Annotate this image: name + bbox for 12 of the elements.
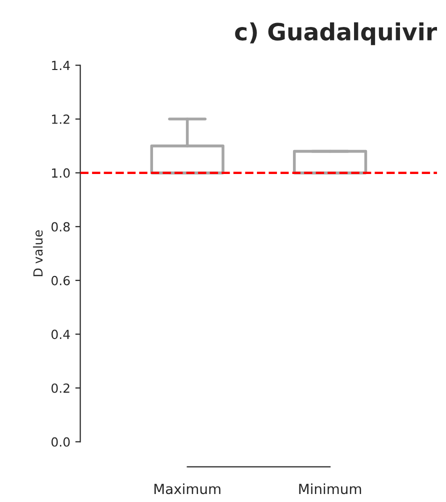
x-tick-label: Minimum	[299, 483, 362, 494]
y-axis-title: D value	[33, 230, 43, 276]
x-tick-label: Maximum	[154, 483, 220, 494]
y-tick-label: 0.8	[52, 222, 70, 232]
y-tick-label: 1.2	[52, 114, 70, 124]
y-tick-label: 0.6	[52, 276, 70, 286]
chart-title: c) Guadalquivir	[235, 22, 438, 46]
y-tick-label: 1.0	[52, 168, 70, 178]
y-tick-label: 1.4	[52, 60, 70, 70]
y-tick-label: 0.4	[52, 330, 70, 340]
y-tick-label: 0.2	[52, 383, 70, 393]
y-tick-label: 0.0	[52, 437, 70, 447]
